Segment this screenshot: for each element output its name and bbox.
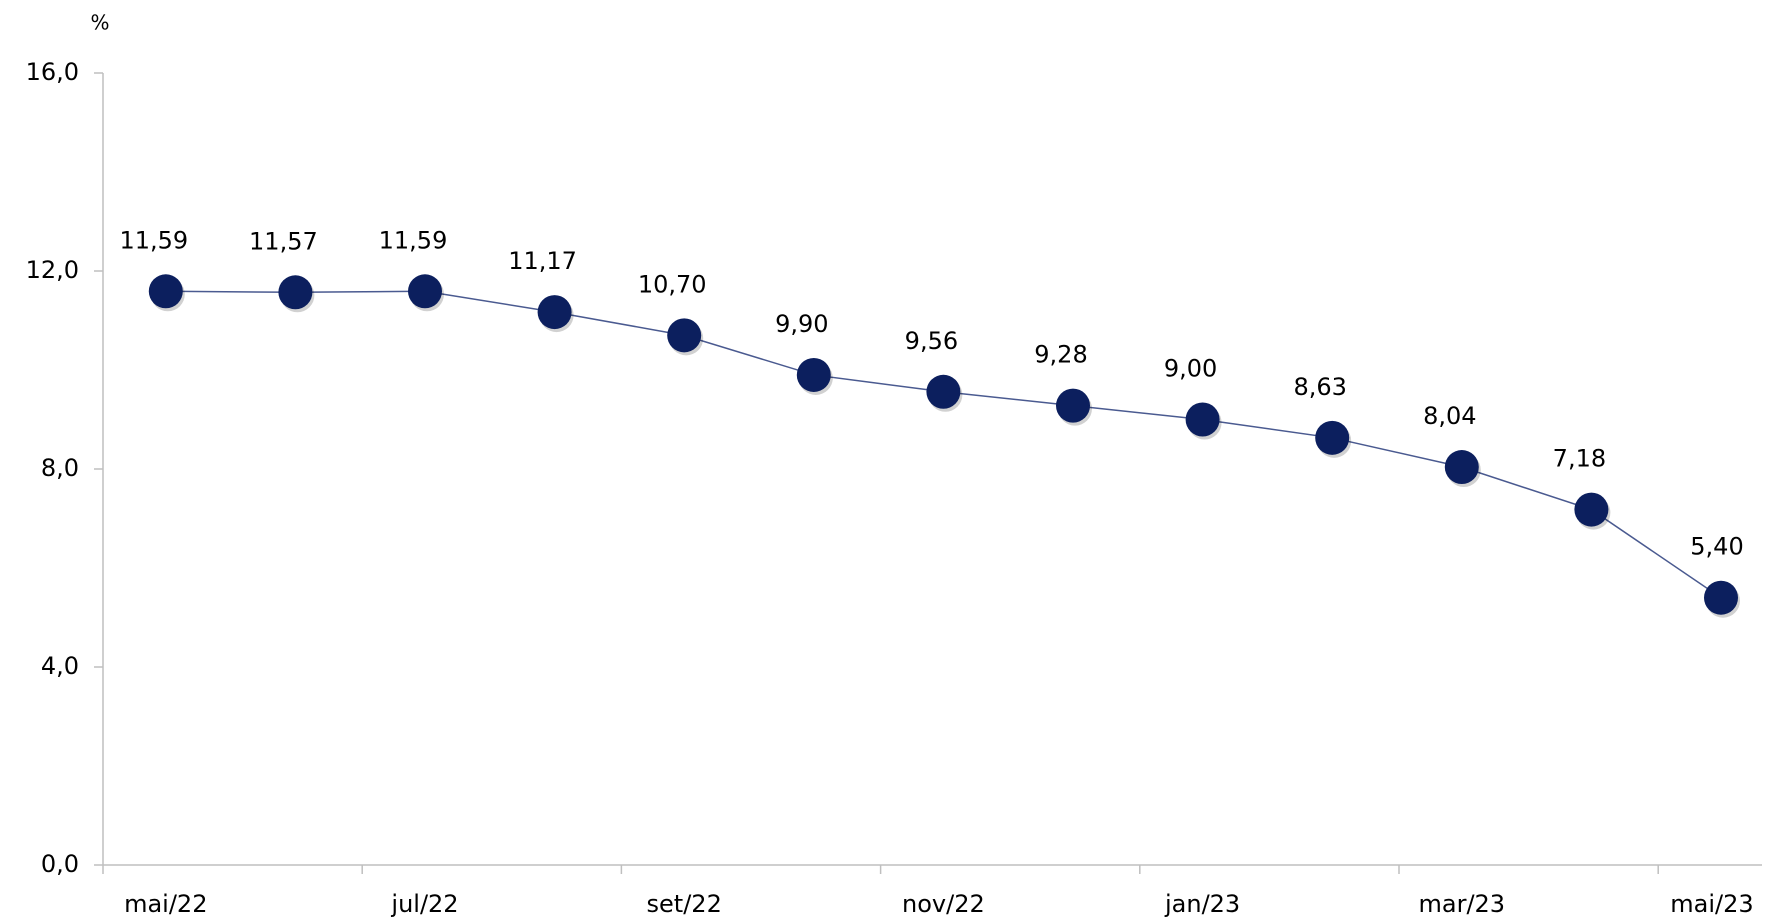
marker <box>1704 580 1738 615</box>
marker <box>537 295 572 330</box>
data-label: 11,59 <box>379 226 448 254</box>
marker <box>278 275 313 310</box>
x-tick-label: mai/23 <box>1670 890 1753 918</box>
data-label: 8,04 <box>1423 402 1476 430</box>
y-tick-label: 12,0 <box>26 256 79 284</box>
x-tick-label: jul/22 <box>390 890 458 918</box>
data-label: 9,90 <box>775 310 828 338</box>
marker <box>796 357 831 392</box>
y-tick-label: 0,0 <box>41 850 79 878</box>
x-tick-label: set/22 <box>647 890 722 918</box>
x-tick-label: jan/23 <box>1164 890 1240 918</box>
x-tick-label: nov/22 <box>902 890 985 918</box>
marker <box>926 374 961 409</box>
data-label: 11,17 <box>508 247 577 275</box>
data-label: 9,28 <box>1034 341 1087 369</box>
data-label: 9,56 <box>905 327 958 355</box>
data-label: 10,70 <box>638 270 707 298</box>
marker <box>148 274 183 309</box>
marker <box>667 318 702 353</box>
data-label: 7,18 <box>1553 445 1606 473</box>
marker <box>1185 402 1220 437</box>
marker <box>1444 450 1479 485</box>
data-label: 5,40 <box>1690 533 1743 561</box>
y-tick-label: 8,0 <box>41 454 79 482</box>
marker <box>1574 492 1609 527</box>
data-label: 11,59 <box>119 226 188 254</box>
x-tick-label: mar/23 <box>1419 890 1506 918</box>
marker <box>1315 420 1350 455</box>
data-label: 8,63 <box>1293 373 1346 401</box>
marker <box>1056 388 1090 423</box>
y-tick-label: 4,0 <box>41 652 79 680</box>
y-axis-unit: % <box>90 11 109 35</box>
x-tick-label: mai/22 <box>124 890 207 918</box>
marker <box>408 274 442 309</box>
data-label: 9,00 <box>1164 355 1217 383</box>
y-tick-label: 16,0 <box>26 58 79 86</box>
data-label: 11,57 <box>249 227 318 255</box>
